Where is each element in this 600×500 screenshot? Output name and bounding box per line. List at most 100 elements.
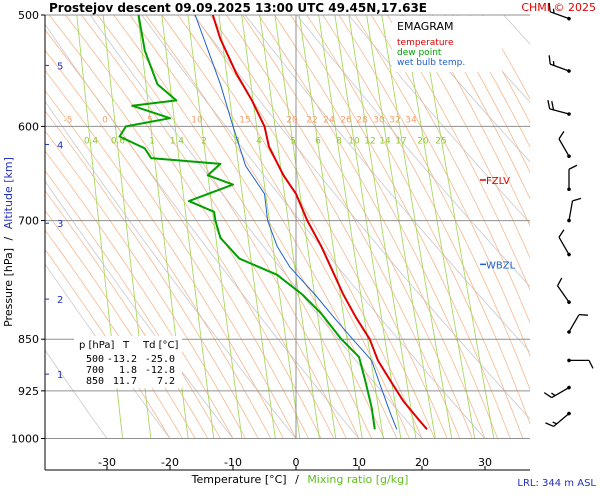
moist-adiabat — [64, 15, 335, 439]
mixing-ratio-line — [348, 15, 417, 439]
legend-heading: EMAGRAM — [397, 20, 454, 33]
isotherm-label: 28 — [356, 115, 368, 125]
legend-box — [392, 16, 502, 72]
mixing-ratio-line — [161, 15, 215, 439]
isotherm-label: 24 — [323, 115, 335, 125]
isotherm-label: -5 — [64, 115, 73, 125]
table-header-p: p [hPa] — [79, 340, 114, 351]
moist-adiabat — [370, 15, 530, 324]
wind-barb — [556, 277, 571, 304]
series-wet-bulb-temp — [194, 15, 398, 430]
isotherm-label: 20 — [286, 115, 298, 125]
x-tick-label: 20 — [415, 456, 429, 469]
isotherm-label: 26 — [340, 115, 352, 125]
mixing-ratio-line — [419, 15, 495, 439]
mixing-ratio-label: 6 — [315, 136, 321, 146]
moist-adiabat — [386, 15, 530, 291]
moist-adiabat — [322, 15, 530, 425]
x-tick-label: 10 — [352, 456, 366, 469]
mixing-ratio-line — [366, 15, 436, 439]
y-tick-label: 1000 — [11, 433, 39, 446]
wind-barb — [558, 131, 571, 159]
moist-adiabat — [338, 15, 530, 391]
mixing-ratio-line — [274, 15, 337, 439]
moist-adiabat — [290, 15, 511, 439]
dry-adiabat — [399, 15, 530, 163]
moist-adiabat — [419, 15, 530, 227]
moist-adiabat — [45, 69, 284, 439]
moist-adiabat — [444, 15, 530, 174]
table-row-700-t: 1.8 — [119, 365, 137, 376]
mixing-ratio-label: 2 — [201, 136, 207, 146]
isotherm-label: 15 — [239, 115, 250, 125]
dry-adiabat — [348, 15, 530, 224]
dry-adiabat — [296, 15, 530, 288]
mixing-ratio-label: 25 — [435, 136, 446, 146]
x-tick-label: 30 — [478, 456, 492, 469]
legend-temperature: temperature — [397, 38, 454, 48]
moist-adiabat — [469, 15, 530, 124]
moist-adiabat — [45, 49, 297, 439]
y-axis-title: Pressure [hPa] / Altitude [km] — [2, 157, 15, 327]
y-tick-label: 500 — [18, 9, 39, 22]
table-header-t: T — [122, 340, 130, 351]
table-row-850-t: 11.7 — [113, 376, 137, 387]
mixing-ratio-label: 3 — [234, 136, 240, 146]
moist-adiabat — [306, 15, 524, 439]
mixing-ratio-line — [318, 15, 384, 439]
dry-adiabat — [45, 100, 297, 439]
mixing-ratio-label: 1.4 — [170, 136, 185, 146]
mixing-ratio-label: 14 — [379, 136, 391, 146]
x-axis-title-sep: / — [295, 473, 299, 486]
isotherm-label: 30 — [373, 115, 385, 125]
moist-adiabat — [45, 110, 259, 439]
moist-adiabat — [45, 130, 246, 439]
data-table: p [hPa] T Td [°C] 500 -13.2 -25.0 700 1.… — [74, 336, 182, 388]
moist-adiabat — [225, 15, 461, 439]
moist-adiabat — [145, 15, 398, 439]
moist-adiabat — [431, 15, 530, 200]
moist-adiabat — [354, 15, 530, 357]
mixing-ratio-line — [381, 15, 453, 439]
mixing-ratio-line — [241, 15, 301, 439]
y-tick-label: 600 — [18, 120, 39, 133]
wind-barb — [548, 55, 571, 73]
moist-adiabat — [97, 15, 360, 439]
wind-barb — [567, 314, 588, 334]
isotherm-label: 0 — [102, 115, 108, 125]
table-header-td: Td [°C] — [142, 340, 179, 351]
wind-barb — [567, 358, 594, 369]
lrl-note: LRL: 344 m ASL — [517, 478, 596, 489]
table-row-850-p: 850 — [86, 376, 104, 387]
fzlv-label: FZLV — [486, 176, 510, 187]
table-row-500-td: -25.0 — [145, 354, 175, 365]
isotherm-label: 5 — [147, 115, 153, 125]
altitude-tick-label: 2 — [57, 295, 63, 306]
x-axis-title-mixing: Mixing ratio [g/kg] — [307, 473, 408, 486]
x-tick-label: -30 — [98, 456, 116, 469]
y-axis-title-sep: / — [2, 236, 15, 240]
moist-adiabat — [45, 150, 234, 439]
wind-barb — [548, 2, 571, 21]
wbzl-label: WBZL — [486, 260, 516, 271]
wind-barb — [545, 411, 571, 428]
mixing-ratio-label: 5 — [290, 136, 296, 146]
wind-barb — [567, 197, 582, 223]
dry-adiabat — [45, 349, 108, 439]
moist-adiabat — [482, 15, 530, 100]
table-row-700-td: -12.8 — [145, 365, 175, 376]
wind-barb — [543, 385, 571, 399]
moist-adiabat — [274, 15, 498, 439]
mixing-ratio-line — [402, 15, 476, 439]
moist-adiabat — [81, 15, 347, 439]
moist-adiabat — [45, 29, 309, 439]
y-tick-label: 850 — [18, 333, 39, 346]
series-dew-point — [118, 15, 376, 430]
table-row-500-t: -13.2 — [107, 354, 137, 365]
mixing-ratio-label: 20 — [417, 136, 429, 146]
dry-adiabat — [45, 180, 234, 439]
table-row-850-td: 7.2 — [157, 376, 175, 387]
isotherm-label: 34 — [405, 115, 417, 125]
isotherm-label: 10 — [191, 115, 203, 125]
mixing-ratio-label: 0.4 — [84, 136, 99, 146]
